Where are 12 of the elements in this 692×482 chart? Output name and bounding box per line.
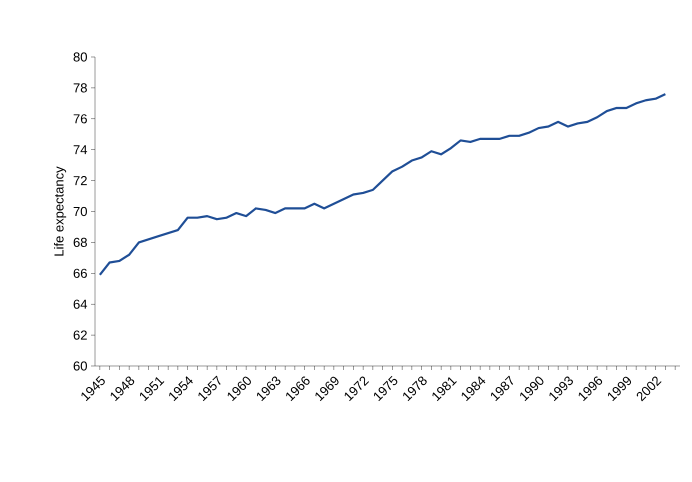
y-tick-label: 64 (74, 300, 88, 309)
y-tick-label: 76 (74, 114, 87, 124)
y-tick-label: 62 (74, 330, 87, 340)
y-tick-label: 78 (74, 83, 87, 92)
y-tick-label: 68 (74, 238, 87, 247)
y-tick-label: 74 (74, 145, 88, 154)
y-tick-label: 70 (74, 206, 87, 216)
y-tick-label: 80 (74, 52, 87, 62)
y-tick-label: 60 (74, 361, 87, 371)
y-axis-title: Life expectancy (54, 166, 66, 256)
y-tick-label: 66 (74, 268, 87, 278)
y-tick-label: 72 (74, 176, 87, 186)
